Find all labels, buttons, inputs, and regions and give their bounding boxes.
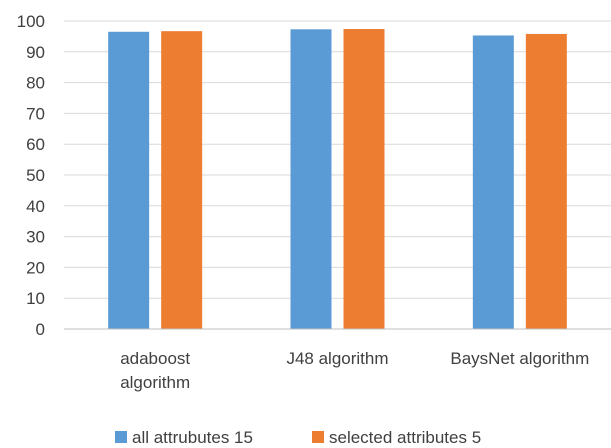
x-axis-category-labels: adaboost algorithm J48 algorithm BaysNet al… bbox=[120, 349, 589, 392]
bar-selected-attributes bbox=[343, 29, 385, 330]
x-category-label-line: adaboost bbox=[120, 349, 190, 368]
legend-label: all attrubutes 15 bbox=[132, 428, 253, 447]
y-tick-label: 80 bbox=[26, 74, 45, 93]
legend-swatch bbox=[115, 431, 127, 443]
x-category-label-line: J48 algorithm bbox=[286, 349, 388, 368]
bar-all-attributes bbox=[108, 31, 150, 330]
legend-swatch bbox=[312, 431, 324, 443]
y-tick-label: 10 bbox=[26, 289, 45, 308]
y-tick-label: 50 bbox=[26, 166, 45, 185]
legend-label: selected attributes 5 bbox=[329, 428, 481, 447]
x-category-label: J48 algorithm bbox=[286, 349, 388, 368]
legend: all attrubutes 15 selected attributes 5 bbox=[115, 428, 481, 447]
y-tick-label: 60 bbox=[26, 135, 45, 154]
x-category-label: adaboost algorithm bbox=[120, 349, 190, 392]
y-axis-tick-labels: 0 10 20 30 40 50 60 70 80 90 100 bbox=[17, 12, 45, 339]
bar-selected-attributes bbox=[525, 33, 567, 329]
x-category-label-line: algorithm bbox=[120, 373, 190, 392]
bars bbox=[108, 29, 567, 330]
bar-all-attributes bbox=[472, 35, 514, 329]
y-tick-label: 90 bbox=[26, 43, 45, 62]
y-tick-label: 70 bbox=[26, 104, 45, 123]
y-tick-label: 0 bbox=[36, 320, 45, 339]
bar-selected-attributes bbox=[161, 31, 203, 329]
gridlines bbox=[64, 20, 611, 299]
y-tick-label: 100 bbox=[17, 12, 45, 31]
bar-all-attributes bbox=[290, 29, 332, 329]
x-category-label-line: BaysNet algorithm bbox=[450, 349, 589, 368]
y-tick-label: 20 bbox=[26, 258, 45, 277]
x-category-label: BaysNet algorithm bbox=[450, 349, 589, 368]
y-tick-label: 40 bbox=[26, 197, 45, 216]
y-tick-label: 30 bbox=[26, 228, 45, 247]
